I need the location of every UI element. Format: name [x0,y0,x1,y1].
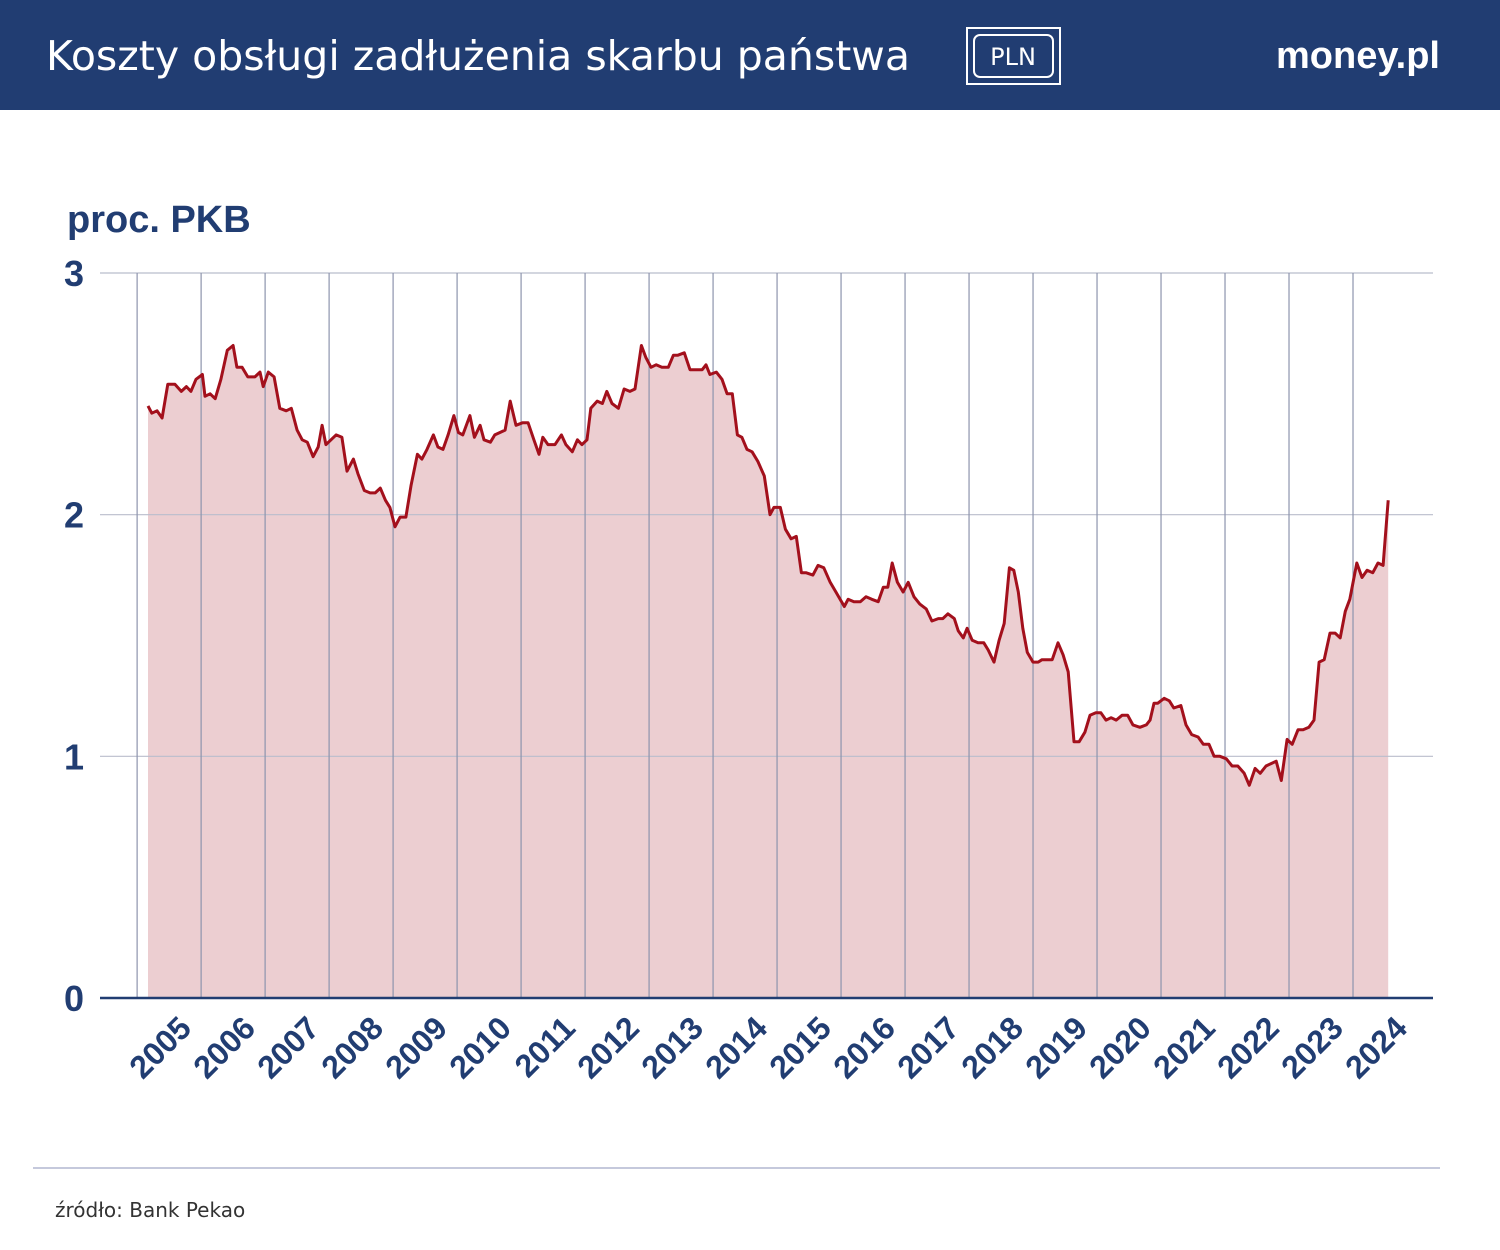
badge-frame [966,27,1061,85]
logo: money.pl [1276,35,1440,77]
y-tick-label: 1 [64,736,84,777]
y-tick-label: 3 [64,253,84,294]
plot: 0 1 2 3 200520062007200820092010201120122013… [64,253,1433,1085]
source: źródło: Bank Pekao [55,1198,245,1222]
x-tick-label: 2022 [1210,1009,1286,1085]
badge-text: PLN [990,43,1036,71]
x-tick-label: 2009 [378,1009,454,1085]
x-tick-label: 2023 [1274,1009,1350,1085]
x-tick-label: 2017 [890,1009,966,1085]
x-tick-label: 2005 [122,1009,198,1085]
x-tick-label: 2024 [1338,1009,1414,1085]
x-tick-label: 2015 [762,1009,838,1085]
x-tick-label: 2012 [570,1009,646,1085]
badge-inner [973,34,1054,78]
x-tick-label: 2019 [1018,1009,1094,1085]
area [148,345,1389,998]
x-tick-label: 2007 [250,1009,326,1085]
x-tick-label: 2008 [314,1009,390,1085]
x-tick-label: 2021 [1146,1009,1222,1085]
x-tick-label: 2006 [186,1009,262,1085]
y-axis-label: proc. PKB [67,199,251,241]
header-band [0,0,1500,110]
x-tick-label: 2010 [442,1009,518,1085]
header-title: Koszty obsługi zadłużenia skarbu państwa [46,32,910,80]
x-tick-label: 2014 [698,1009,774,1085]
x-tick-label: 2018 [954,1009,1030,1085]
line [146,344,1390,787]
x-tick-label: 2011 [507,1009,582,1084]
x-tick-label: 2020 [1082,1009,1158,1085]
y-tick-label: 0 [64,978,84,1019]
x-tick-label: 2016 [826,1009,902,1085]
y-tick-label: 2 [64,495,84,536]
x-tick-label: 2013 [634,1009,710,1085]
